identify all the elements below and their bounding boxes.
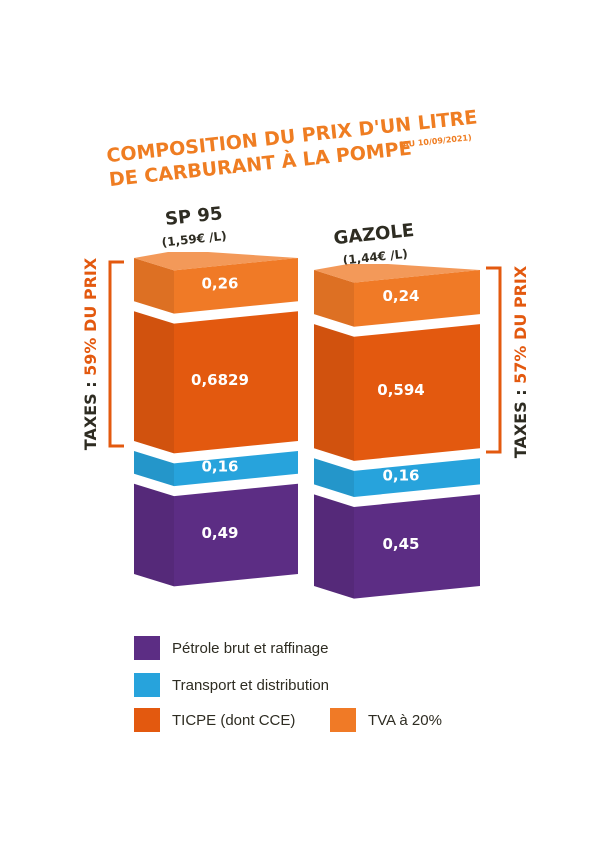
value-label-sp95-ticpe: 0,6829	[191, 371, 249, 389]
legend: Pétrole brut et raffinage Transport et d…	[134, 632, 464, 752]
legend-label-ticpe: TICPE (dont CCE)	[172, 711, 296, 729]
chart-title: COMPOSITION DU PRIX D'UN LITRE DE CARBUR…	[105, 106, 478, 191]
bracket-line-left	[108, 260, 124, 448]
bar-gazole-transport-side	[354, 458, 480, 498]
bar-gazole-transport-front	[314, 458, 354, 498]
value-label-gazole-transport: 0,16	[382, 466, 419, 484]
col-header-sp95: SP 95 (1,59€ /L)	[161, 203, 227, 250]
tax-label-right: TAXES : 57% DU PRIX	[511, 265, 530, 458]
bar-sp95-transport-front	[134, 450, 174, 487]
tax-bracket-left: TAXES : 59% DU PRIX	[81, 257, 124, 450]
bar-sp95-petrole-front	[134, 483, 174, 587]
bar-sp95-tva-front	[134, 258, 174, 314]
legend-item-tva: TVA à 20%	[330, 708, 442, 732]
value-label-sp95-tva: 0,26	[201, 275, 238, 293]
legend-label-petrole: Pétrole brut et raffinage	[172, 639, 329, 657]
bar-sp95-ticpe-front	[134, 311, 174, 454]
tax-label-left: TAXES : 59% DU PRIX	[81, 257, 100, 450]
value-label-gazole-ticpe: 0,594	[377, 381, 424, 399]
legend-item-transport: Transport et distribution	[134, 673, 329, 697]
bars-group: 0,49 0,16 0,6829 0,26 0,45 0,16 0,594 0,24	[134, 252, 480, 599]
legend-swatch-tva	[330, 708, 356, 732]
category-label-gazole: GAZOLE	[333, 220, 416, 249]
category-price-gazole: (1,44€ /L)	[342, 247, 408, 268]
value-label-gazole-petrole: 0,45	[382, 535, 419, 553]
bracket-line-right	[486, 266, 502, 454]
tax-bracket-right: TAXES : 57% DU PRIX	[486, 265, 530, 458]
category-label-sp95: SP 95	[164, 203, 223, 230]
bar-gazole-lid	[314, 264, 480, 283]
value-label-gazole-tva: 0,24	[382, 287, 419, 305]
legend-swatch-petrole	[134, 636, 160, 660]
category-price-sp95: (1,59€ /L)	[161, 229, 227, 250]
bar-sp95-petrole-side	[174, 483, 298, 587]
legend-item-petrole: Pétrole brut et raffinage	[134, 636, 329, 660]
bar-sp95-tva-side	[174, 258, 298, 314]
bar-gazole-ticpe-front	[314, 324, 354, 461]
tax-label-right-main: TAXES :	[511, 384, 530, 458]
tax-label-left-value: 59% DU PRIX	[81, 257, 100, 376]
legend-label-tva: TVA à 20%	[368, 711, 442, 729]
bar-gazole-ticpe-side	[354, 324, 480, 461]
col-header-gazole: GAZOLE (1,44€ /L)	[333, 220, 416, 268]
bar-sp95-transport-side	[174, 450, 298, 487]
value-label-sp95-transport: 0,16	[201, 457, 238, 475]
legend-item-ticpe: TICPE (dont CCE)	[134, 708, 295, 732]
title-date-note: (AU 10/09/2021)	[399, 133, 472, 150]
bar-gazole-petrole-side	[354, 494, 480, 599]
tax-label-left-main: TAXES :	[81, 376, 100, 450]
bar-gazole-tva-side	[354, 270, 480, 327]
bar-gazole-petrole-front	[314, 494, 354, 599]
legend-label-transport: Transport et distribution	[172, 676, 330, 694]
legend-swatch-ticpe	[134, 708, 160, 732]
bar-gazole-tva-front	[314, 270, 354, 327]
value-label-sp95-petrole: 0,49	[201, 524, 238, 542]
tax-label-right-value: 57% DU PRIX	[511, 265, 530, 384]
bar-sp95-lid	[134, 252, 298, 271]
legend-swatch-transport	[134, 673, 160, 697]
bar-sp95-ticpe-side	[174, 311, 298, 454]
